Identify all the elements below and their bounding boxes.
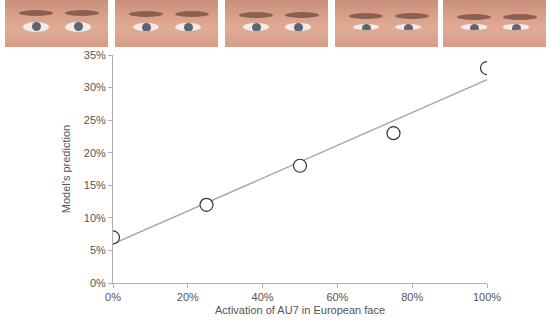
- svg-text:0%: 0%: [105, 291, 121, 303]
- svg-text:Model's prediction: Model's prediction: [60, 125, 72, 213]
- svg-text:20%: 20%: [84, 147, 106, 159]
- svg-text:40%: 40%: [252, 291, 274, 303]
- svg-text:20%: 20%: [177, 291, 199, 303]
- svg-text:0%: 0%: [90, 277, 106, 289]
- svg-text:35%: 35%: [84, 49, 106, 61]
- svg-text:10%: 10%: [84, 212, 106, 224]
- svg-text:Activation of AU7 in European: Activation of AU7 in European face: [215, 304, 385, 316]
- svg-text:30%: 30%: [84, 81, 106, 93]
- svg-text:60%: 60%: [326, 291, 348, 303]
- svg-text:100%: 100%: [473, 291, 501, 303]
- svg-text:25%: 25%: [84, 114, 106, 126]
- svg-text:15%: 15%: [84, 179, 106, 191]
- svg-text:5%: 5%: [90, 244, 106, 256]
- svg-text:80%: 80%: [401, 291, 423, 303]
